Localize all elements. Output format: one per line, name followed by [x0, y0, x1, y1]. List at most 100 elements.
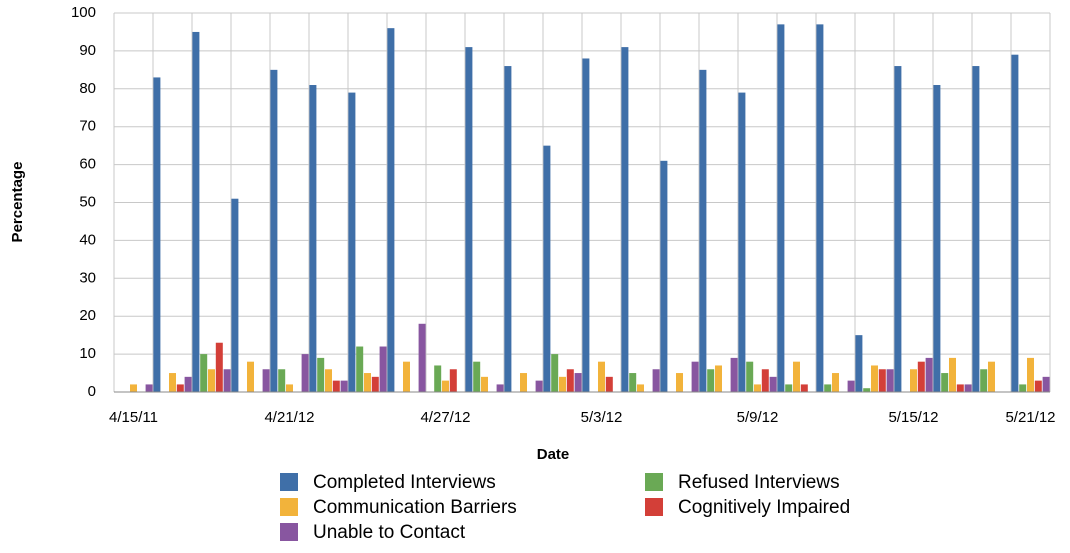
- bar: [738, 92, 746, 392]
- y-tick-label: 30: [79, 269, 96, 286]
- bar: [574, 373, 582, 392]
- bar: [247, 361, 254, 392]
- bar: [894, 66, 902, 392]
- bar: [364, 373, 371, 392]
- bar: [816, 24, 824, 393]
- bar: [730, 357, 738, 392]
- bar: [676, 373, 683, 392]
- bar: [660, 160, 668, 392]
- bar: [192, 31, 200, 392]
- bar: [465, 47, 473, 393]
- y-tick-label: 50: [79, 193, 96, 210]
- bar: [481, 376, 488, 392]
- bar: [418, 323, 426, 392]
- bar: [582, 58, 590, 392]
- bar: [1019, 384, 1027, 392]
- bar: [980, 369, 988, 392]
- bar: [878, 369, 886, 392]
- y-tick-label: 40: [79, 231, 96, 248]
- bar: [301, 354, 309, 392]
- y-axis-label: Percentage: [9, 162, 26, 243]
- bar: [1011, 54, 1019, 392]
- bar: [566, 369, 574, 392]
- bar: [621, 47, 629, 393]
- bar: [434, 365, 442, 392]
- bar: [317, 357, 325, 392]
- legend-swatch: [645, 473, 663, 491]
- bar: [371, 376, 379, 392]
- x-tick-label: 5/21/12: [1005, 409, 1055, 426]
- bar: [559, 376, 566, 392]
- bar: [348, 92, 356, 392]
- bar: [535, 380, 543, 392]
- bar: [941, 373, 949, 392]
- bar: [387, 28, 395, 392]
- bar: [520, 373, 527, 392]
- y-tick-label: 0: [88, 383, 96, 400]
- legend-swatch: [280, 498, 298, 516]
- bar: [785, 384, 793, 392]
- bar: [504, 66, 512, 392]
- bar: [208, 369, 215, 392]
- bar: [863, 388, 871, 392]
- bar: [223, 369, 231, 392]
- y-tick-label: 90: [79, 42, 96, 59]
- bar: [824, 384, 832, 392]
- bar: [746, 361, 754, 392]
- bar: [215, 342, 223, 392]
- bar: [153, 77, 161, 393]
- bar: [637, 384, 644, 392]
- legend-label: Unable to Contact: [313, 522, 466, 543]
- bar: [278, 369, 286, 392]
- bar: [169, 373, 176, 392]
- bar: [270, 69, 278, 392]
- bar: [473, 361, 481, 392]
- legend-swatch: [280, 523, 298, 541]
- y-tick-label: 70: [79, 118, 96, 135]
- bar: [598, 361, 605, 392]
- legend-label: Cognitively Impaired: [678, 497, 850, 518]
- bar: [972, 66, 980, 392]
- bar: [988, 361, 995, 392]
- bar: [262, 369, 270, 392]
- bar: [691, 361, 699, 392]
- bar: [130, 384, 137, 392]
- bar: [340, 380, 348, 392]
- y-tick-label: 20: [79, 307, 96, 324]
- legend-label: Refused Interviews: [678, 472, 840, 493]
- bar: [754, 384, 761, 392]
- bar: [832, 373, 839, 392]
- bar: [964, 384, 972, 392]
- y-tick-label: 60: [79, 156, 96, 173]
- x-tick-label: 4/27/12: [420, 409, 470, 426]
- legend-swatch: [645, 498, 663, 516]
- bar: [379, 346, 387, 392]
- bar: [793, 361, 800, 392]
- bar: [715, 365, 722, 392]
- bar: [403, 361, 410, 392]
- bar: [442, 380, 449, 392]
- bar: [325, 369, 332, 392]
- x-tick-label: 4/15/11: [109, 409, 158, 426]
- bar: [1034, 380, 1042, 392]
- bar: [145, 384, 153, 392]
- bar: [629, 373, 637, 392]
- bar: [855, 335, 863, 392]
- x-tick-label: 5/15/12: [888, 409, 938, 426]
- bar: [886, 369, 894, 392]
- bar: [917, 361, 925, 392]
- bar: [184, 376, 192, 392]
- x-tick-label: 5/9/12: [737, 409, 779, 426]
- bar: [800, 384, 808, 392]
- bar: [286, 384, 293, 392]
- bar: [449, 369, 457, 392]
- bar: [176, 384, 184, 392]
- bar: [605, 376, 613, 392]
- bar: [200, 354, 208, 392]
- bar: [871, 365, 878, 392]
- x-tick-label: 4/21/12: [264, 409, 314, 426]
- bar: [761, 369, 769, 392]
- bar: [949, 357, 956, 392]
- bar: [956, 384, 964, 392]
